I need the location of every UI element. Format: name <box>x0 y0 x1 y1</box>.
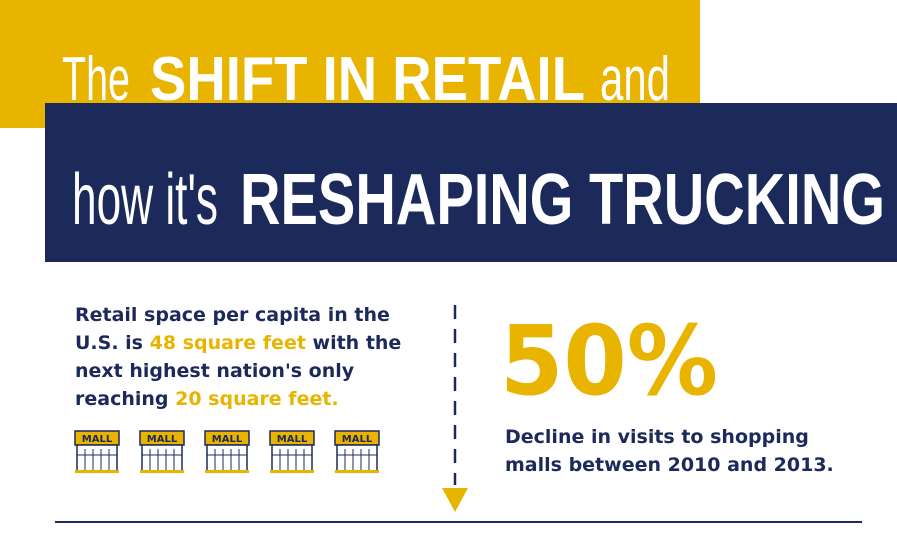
subtitle-emphasis: RESHAPING TRUCKING <box>240 160 885 240</box>
mall-label: MALL <box>277 434 308 445</box>
mall-body <box>336 444 378 472</box>
big-stat: 50% <box>500 305 718 417</box>
mall-body <box>76 444 118 472</box>
mall-label: MALL <box>147 434 178 445</box>
title-trail: and <box>600 45 670 114</box>
mall-base <box>75 470 119 473</box>
mall-base <box>270 470 314 473</box>
subtitle-lead: how it's <box>72 160 218 240</box>
highlight: 48 square feet <box>149 332 306 354</box>
text: with the next highest nation's only reac… <box>75 332 402 410</box>
arrow <box>442 488 468 512</box>
highlight: 20 square feet. <box>175 388 339 410</box>
mall-base <box>140 470 184 473</box>
mall-body <box>141 444 183 472</box>
mall-body <box>271 444 313 472</box>
mall-body <box>206 444 248 472</box>
mall-label: MALL <box>342 434 373 445</box>
mall-base <box>205 470 249 473</box>
left-stat: Retail space per capita in the U.S. is 4… <box>75 301 420 413</box>
mall-label: MALL <box>212 434 243 445</box>
mall-icons: MALL MALL MALL MALL MALL <box>74 430 380 473</box>
text: Retail space per capita in the U.S. is <box>75 304 390 354</box>
mall-base <box>335 470 379 473</box>
stat-caption: Decline in visits to shopping malls betw… <box>505 426 834 476</box>
title-lead: The <box>62 45 130 114</box>
mall-label: MALL <box>82 434 113 445</box>
header-band-bottom <box>45 103 897 262</box>
title-emphasis: SHIFT IN RETAIL <box>150 45 585 114</box>
